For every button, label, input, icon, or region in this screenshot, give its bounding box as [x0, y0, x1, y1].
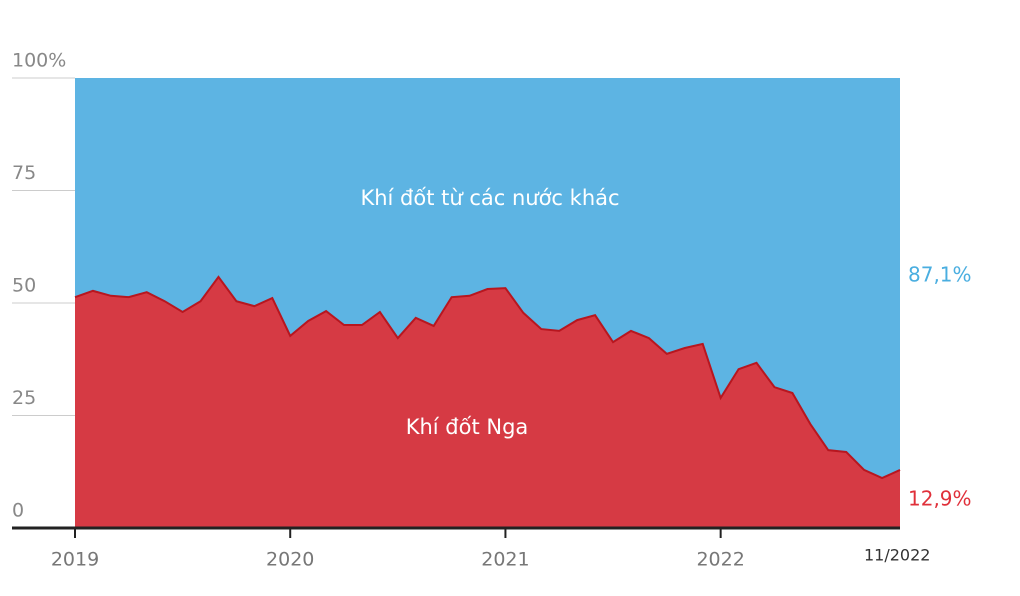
x-tick-label: 2022 — [696, 549, 744, 571]
y-tick-label: 100% — [12, 50, 66, 72]
area — [75, 78, 900, 479]
area-edge — [74, 275, 901, 480]
area-label: Khí đốt từ các nước khác — [360, 186, 619, 210]
x-tick-label: 2019 — [51, 549, 99, 571]
y-tick-label: 25 — [12, 387, 36, 409]
value-label: 87,1% — [908, 263, 972, 287]
y-tick-label: 50 — [12, 275, 36, 297]
area-label: Khí đốt Nga — [406, 415, 529, 439]
area — [75, 276, 900, 528]
x-tick-label: 2021 — [481, 549, 529, 571]
y-tick-label: 75 — [12, 162, 36, 184]
value-label: 12,9% — [908, 486, 972, 510]
x-tick-label: 11/2022 — [864, 546, 930, 565]
x-tick-label: 2020 — [266, 549, 314, 571]
y-tick-label: 0 — [12, 500, 24, 522]
